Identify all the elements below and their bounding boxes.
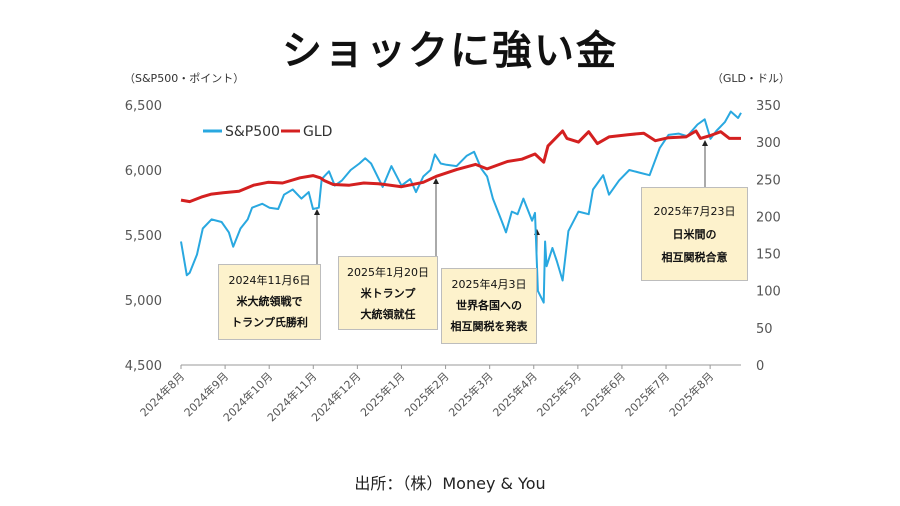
annotation-box-tariff-announcement: 2025年4月3日 世界各国への 相互関税を発表: [441, 268, 537, 344]
left-y-tick-label: 4,500: [125, 359, 162, 374]
annotation-date: 2025年7月23日: [653, 205, 736, 218]
left-axis-unit: （S&P500・ポイント）: [124, 72, 245, 85]
annotation-arrowhead: [314, 209, 320, 215]
legend-label-sp500: S&P500: [225, 124, 280, 140]
annotation-text: 相互関税を発表: [450, 319, 528, 333]
annotation-arrowhead: [433, 178, 439, 184]
gld-series-line: [180, 129, 741, 204]
annotation-text: トランプ氏勝利: [231, 315, 308, 329]
x-tick-label: 2025年7月: [622, 369, 672, 419]
annotation-text: 日米間の: [672, 228, 717, 242]
right-y-tick-label: 250: [756, 173, 781, 188]
right-axis-unit: （GLD・ドル）: [711, 72, 790, 85]
left-y-tick-label: 5,500: [125, 229, 162, 244]
annotation-text: 米大統領戦で: [236, 294, 303, 308]
annotation-box-election: 2024年11月6日 米大統領戦で トランプ氏勝利: [218, 264, 321, 340]
chart-title: ショックに強い金: [282, 28, 618, 74]
annotation-box-inauguration: 2025年1月20日 米トランプ 大統領就任: [338, 256, 438, 330]
annotation-text: 相互関税合意: [661, 251, 728, 265]
x-tick-label: 2025年3月: [446, 369, 496, 419]
left-y-tick-label: 6,500: [125, 99, 162, 114]
x-tick-label: 2024年8月: [137, 369, 187, 419]
source-credit: 出所：（株）Money & You: [354, 474, 546, 493]
right-y-tick-label: 150: [756, 248, 781, 263]
left-y-tick-label: 6,000: [125, 164, 162, 179]
right-y-tick-label: 0: [756, 359, 764, 374]
sp500-series-line: [180, 110, 742, 304]
annotation-date: 2024年11月6日: [228, 274, 311, 287]
right-y-tick-label: 100: [756, 285, 781, 300]
x-tick-label: 2025年4月: [490, 369, 540, 419]
x-tick-label: 2025年2月: [401, 369, 451, 419]
annotation-text: 米トランプ: [360, 286, 416, 300]
left-y-tick-label: 5,000: [125, 294, 162, 309]
legend-label-gld: GLD: [303, 124, 332, 140]
right-y-tick-label: 50: [756, 322, 773, 337]
right-y-tick-label: 350: [756, 99, 781, 114]
annotation-date: 2025年4月3日: [451, 278, 527, 291]
annotation-text: 世界各国への: [456, 298, 522, 312]
annotation-date: 2025年1月20日: [347, 266, 429, 279]
x-tick-label: 2025年1月: [357, 369, 407, 419]
annotation-arrowhead: [702, 140, 708, 146]
annotation-box-tariff-agreement: 2025年7月23日 日米間の 相互関税合意: [641, 187, 748, 281]
annotation-text: 大統領就任: [360, 307, 416, 321]
x-tick-label: 2025年6月: [578, 369, 628, 419]
x-tick-label: 2025年8月: [666, 369, 716, 419]
right-y-tick-label: 300: [756, 136, 781, 151]
right-y-tick-label: 200: [756, 210, 781, 225]
x-tick-label: 2025年5月: [534, 369, 584, 419]
